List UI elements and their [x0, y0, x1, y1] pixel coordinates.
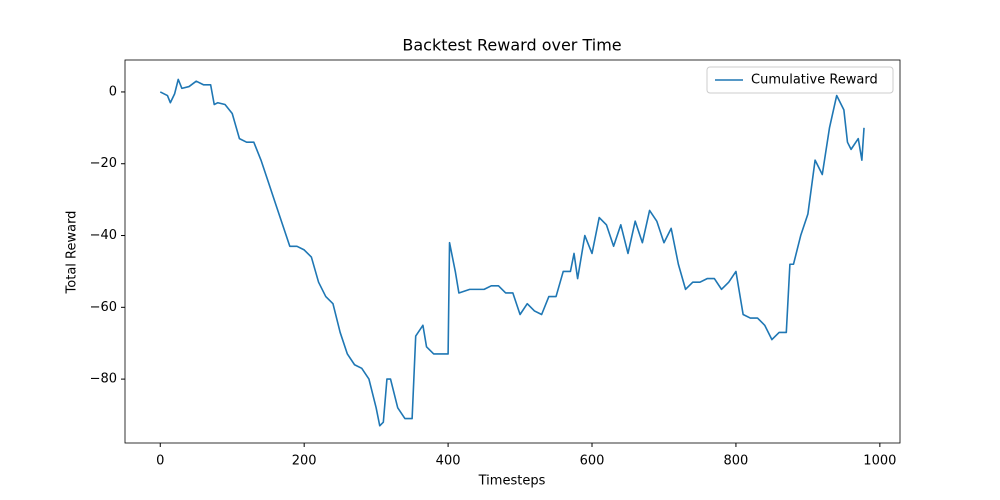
x-tick-label: 1000 — [863, 454, 896, 469]
chart-title: Backtest Reward over Time — [402, 36, 621, 55]
y-tick-label: −40 — [90, 228, 117, 243]
x-tick-label: 400 — [436, 454, 461, 469]
y-tick-label: 0 — [109, 84, 117, 99]
legend-label: Cumulative Reward — [751, 73, 878, 88]
y-tick-label: −20 — [90, 156, 117, 171]
x-axis-label: Timesteps — [478, 474, 546, 489]
legend-box — [706, 66, 894, 94]
x-tick-label: 800 — [724, 454, 749, 469]
y-tick-label: −80 — [90, 372, 117, 387]
line-series — [159, 78, 865, 427]
y-tick-label: −60 — [90, 300, 117, 315]
x-tick-label: 0 — [156, 454, 164, 469]
x-tick-label: 600 — [580, 454, 605, 469]
plot-frame — [124, 59, 901, 444]
x-tick-label: 200 — [292, 454, 317, 469]
y-axis-label: Total Reward — [65, 211, 80, 295]
